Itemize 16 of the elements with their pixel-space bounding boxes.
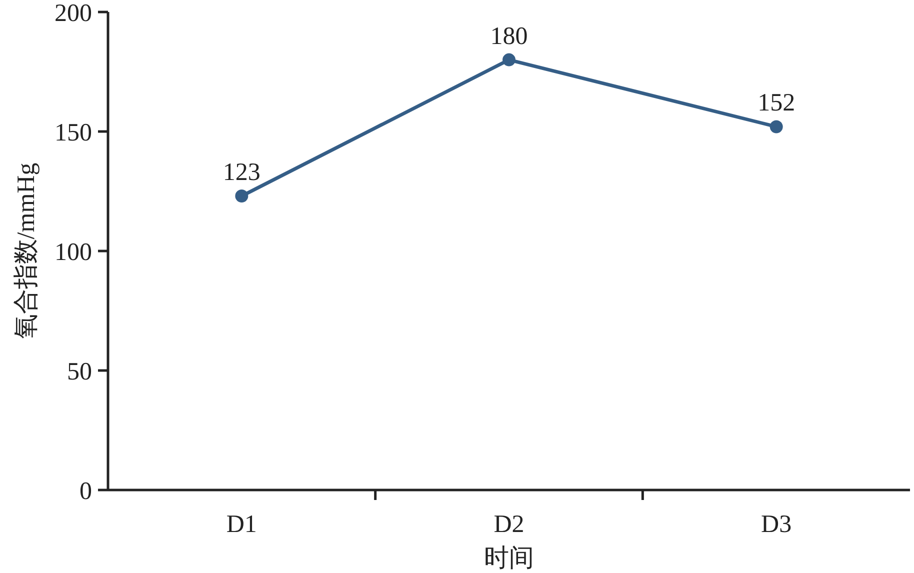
point xyxy=(502,53,516,66)
point xyxy=(770,120,783,134)
data-label: 152 xyxy=(758,90,796,117)
y-tick-label: 0 xyxy=(80,478,92,505)
y-tick-label: 100 xyxy=(54,238,92,266)
y-tick-label: 50 xyxy=(67,358,92,386)
x-tick-label: D1 xyxy=(226,511,257,538)
x-tick-label: D2 xyxy=(494,511,524,538)
x-tick-label: D3 xyxy=(761,511,792,538)
x-axis-title: 时间 xyxy=(484,545,534,572)
data-label: 123 xyxy=(222,159,260,186)
y-axis-title: 氧合指数/mmHg xyxy=(13,162,40,340)
y-tick-label: 200 xyxy=(54,0,92,27)
data-label: 180 xyxy=(490,22,528,50)
y-tick-label: 150 xyxy=(54,119,92,146)
point xyxy=(235,190,248,203)
